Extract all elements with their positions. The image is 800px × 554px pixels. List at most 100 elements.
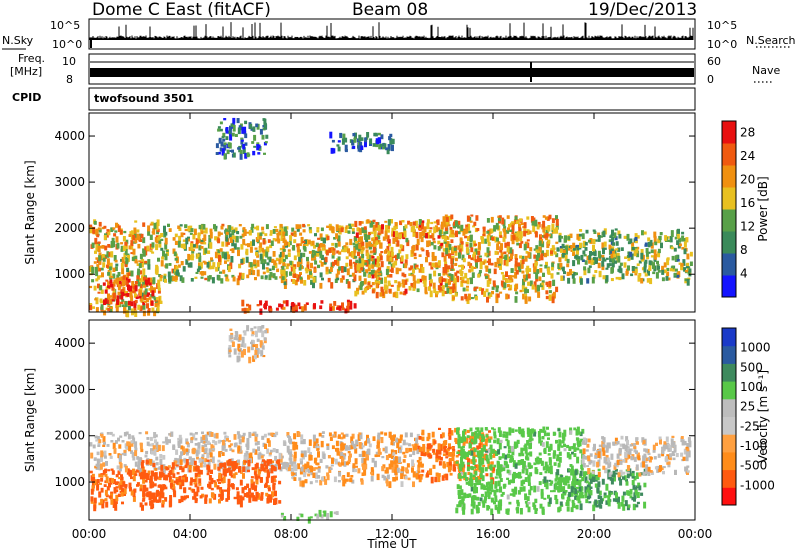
- echo-cell: [337, 241, 341, 247]
- echo-cell: [308, 439, 312, 446]
- echo-cell: [347, 248, 350, 254]
- echo-cell: [473, 486, 476, 494]
- echo-cell: [222, 132, 226, 137]
- echo-cell: [116, 299, 120, 305]
- echo-cell: [555, 439, 558, 444]
- echo-cell: [283, 239, 287, 247]
- echo-cell: [529, 432, 533, 438]
- echo-cell: [412, 450, 416, 456]
- echo-cell: [566, 506, 570, 512]
- echo-cell: [514, 254, 518, 260]
- echo-cell: [569, 269, 572, 276]
- echo-cell: [103, 225, 107, 229]
- echo-cell: [365, 269, 369, 274]
- echo-cell: [210, 432, 214, 437]
- echo-cell: [528, 230, 532, 235]
- echo-cell: [544, 264, 548, 269]
- echo-cell: [134, 310, 138, 317]
- echo-cell: [149, 234, 153, 240]
- echo-cell: [653, 231, 657, 238]
- echo-cell: [593, 230, 597, 234]
- echo-cell: [226, 259, 230, 262]
- echo-cell: [441, 432, 445, 438]
- echo-cell: [127, 255, 130, 259]
- echo-cell: [287, 451, 291, 455]
- echo-cell: [195, 491, 199, 497]
- echo-cell: [104, 468, 108, 474]
- echo-cell: [302, 439, 306, 445]
- echo-cell: [293, 455, 297, 462]
- echo-cell: [430, 221, 434, 225]
- echo-cell: [389, 269, 393, 272]
- echo-cell: [425, 256, 428, 263]
- echo-cell: [273, 434, 277, 438]
- echo-cell: [130, 443, 134, 447]
- echo-cell: [187, 262, 191, 268]
- echo-cell: [448, 465, 452, 472]
- echo-cell: [427, 432, 431, 440]
- echo-cell: [401, 279, 405, 285]
- echo-cell: [340, 432, 344, 435]
- echo-cell: [636, 263, 640, 266]
- echo-cell: [670, 230, 674, 238]
- echo-cell: [242, 227, 246, 231]
- echo-cell: [289, 457, 293, 465]
- echo-cell: [279, 458, 283, 463]
- echo-cell: [129, 487, 132, 492]
- echo-cell: [388, 454, 392, 458]
- echo-cell: [358, 258, 362, 264]
- echo-cell: [106, 486, 110, 491]
- echo-cell: [482, 501, 486, 508]
- echo-cell: [284, 230, 288, 236]
- echo-cell: [388, 261, 392, 265]
- echo-cell: [433, 245, 437, 250]
- echo-cell: [324, 479, 328, 485]
- echo-cell: [684, 278, 688, 282]
- echo-cell: [265, 267, 269, 270]
- echo-cell: [484, 427, 488, 431]
- echo-cell: [557, 263, 561, 269]
- echo-cell: [643, 231, 647, 235]
- echo-cell: [379, 255, 383, 261]
- echo-cell: [391, 463, 395, 470]
- echo-cell: [145, 431, 149, 435]
- echo-cell: [321, 435, 325, 438]
- echo-cell: [506, 494, 510, 500]
- echo-cell: [498, 442, 502, 450]
- echo-cell: [421, 436, 425, 442]
- echo-cell: [252, 448, 256, 453]
- echo-cell: [436, 219, 440, 226]
- echo-cell: [555, 498, 559, 505]
- echo-cell: [399, 234, 403, 239]
- echo-cell: [395, 254, 398, 261]
- echo-cell: [452, 283, 456, 290]
- echo-cell: [583, 254, 587, 257]
- echo-cell: [97, 242, 100, 247]
- echo-cell: [527, 281, 531, 286]
- echo-cell: [170, 431, 174, 437]
- echo-cell: [141, 504, 144, 511]
- echo-cell: [289, 235, 293, 241]
- echo-cell: [149, 436, 153, 441]
- echo-cell: [132, 248, 136, 255]
- echo-cell: [183, 495, 187, 500]
- echo-cell: [303, 450, 307, 458]
- echo-cell: [470, 214, 474, 217]
- echo-cell: [457, 220, 461, 226]
- echo-cell: [171, 462, 175, 469]
- echo-cell: [194, 466, 198, 471]
- echo-cell: [605, 267, 609, 270]
- echo-cell: [309, 455, 313, 461]
- echo-cell: [640, 249, 644, 255]
- echo-cell: [183, 488, 187, 492]
- echo-cell: [509, 275, 513, 282]
- echo-cell: [464, 235, 468, 239]
- echo-cell: [360, 145, 364, 150]
- echo-cell: [341, 476, 345, 481]
- echo-cell: [372, 436, 376, 441]
- echo-cell: [120, 245, 124, 252]
- y-axis-label: Slant Range [km]: [23, 160, 37, 264]
- echo-cell: [292, 279, 296, 284]
- echo-cell: [212, 480, 216, 483]
- echo-cell: [578, 500, 582, 504]
